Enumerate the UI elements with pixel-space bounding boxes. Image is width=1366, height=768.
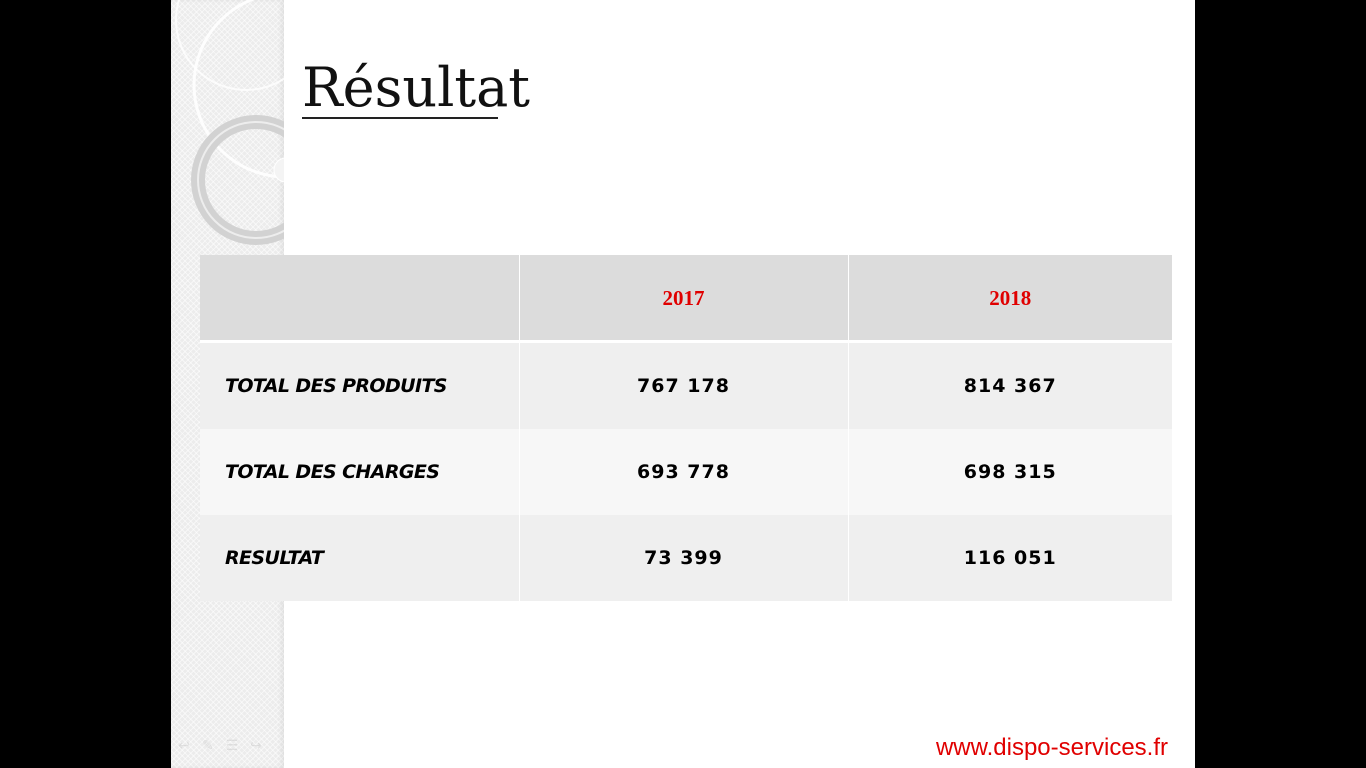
slide: ↩ ✎ ☰ ↪ Résultat 2017 2018 TOTAL DES PRO… <box>171 0 1195 768</box>
slides-menu-icon[interactable]: ☰ <box>225 737 239 753</box>
forward-arrow-icon[interactable]: ↪ <box>250 737 262 753</box>
header-cell-2017: 2017 <box>519 255 849 342</box>
table-row: RESULTAT 73 399 116 051 <box>200 515 1172 601</box>
row-label: TOTAL DES PRODUITS <box>200 341 520 429</box>
footer-url[interactable]: www.dispo-services.fr <box>935 734 1168 761</box>
table-row: TOTAL DES CHARGES 693 778 698 315 <box>200 429 1172 515</box>
cell-2018: 814 367 <box>848 341 1172 429</box>
row-label: RESULTAT <box>200 515 520 601</box>
cell-2018: 116 051 <box>848 515 1172 601</box>
result-table: 2017 2018 TOTAL DES PRODUITS 767 178 814… <box>200 255 1172 601</box>
table-header-row: 2017 2018 <box>200 255 1172 342</box>
decorative-circles <box>175 0 284 245</box>
slide-nav-icons: ↩ ✎ ☰ ↪ <box>177 738 263 752</box>
cell-2017: 767 178 <box>519 341 849 429</box>
table-row: TOTAL DES PRODUITS 767 178 814 367 <box>200 341 1172 429</box>
cell-2017: 693 778 <box>519 429 849 515</box>
header-cell-2018: 2018 <box>848 255 1172 342</box>
back-arrow-icon[interactable]: ↩ <box>178 737 190 753</box>
title-underline <box>302 117 498 119</box>
cell-2017: 73 399 <box>519 515 849 601</box>
slide-title: Résultat <box>302 56 530 119</box>
row-label: TOTAL DES CHARGES <box>200 429 520 515</box>
header-cell-empty <box>200 255 520 342</box>
cell-2018: 698 315 <box>848 429 1172 515</box>
pen-icon[interactable]: ✎ <box>202 737 214 753</box>
